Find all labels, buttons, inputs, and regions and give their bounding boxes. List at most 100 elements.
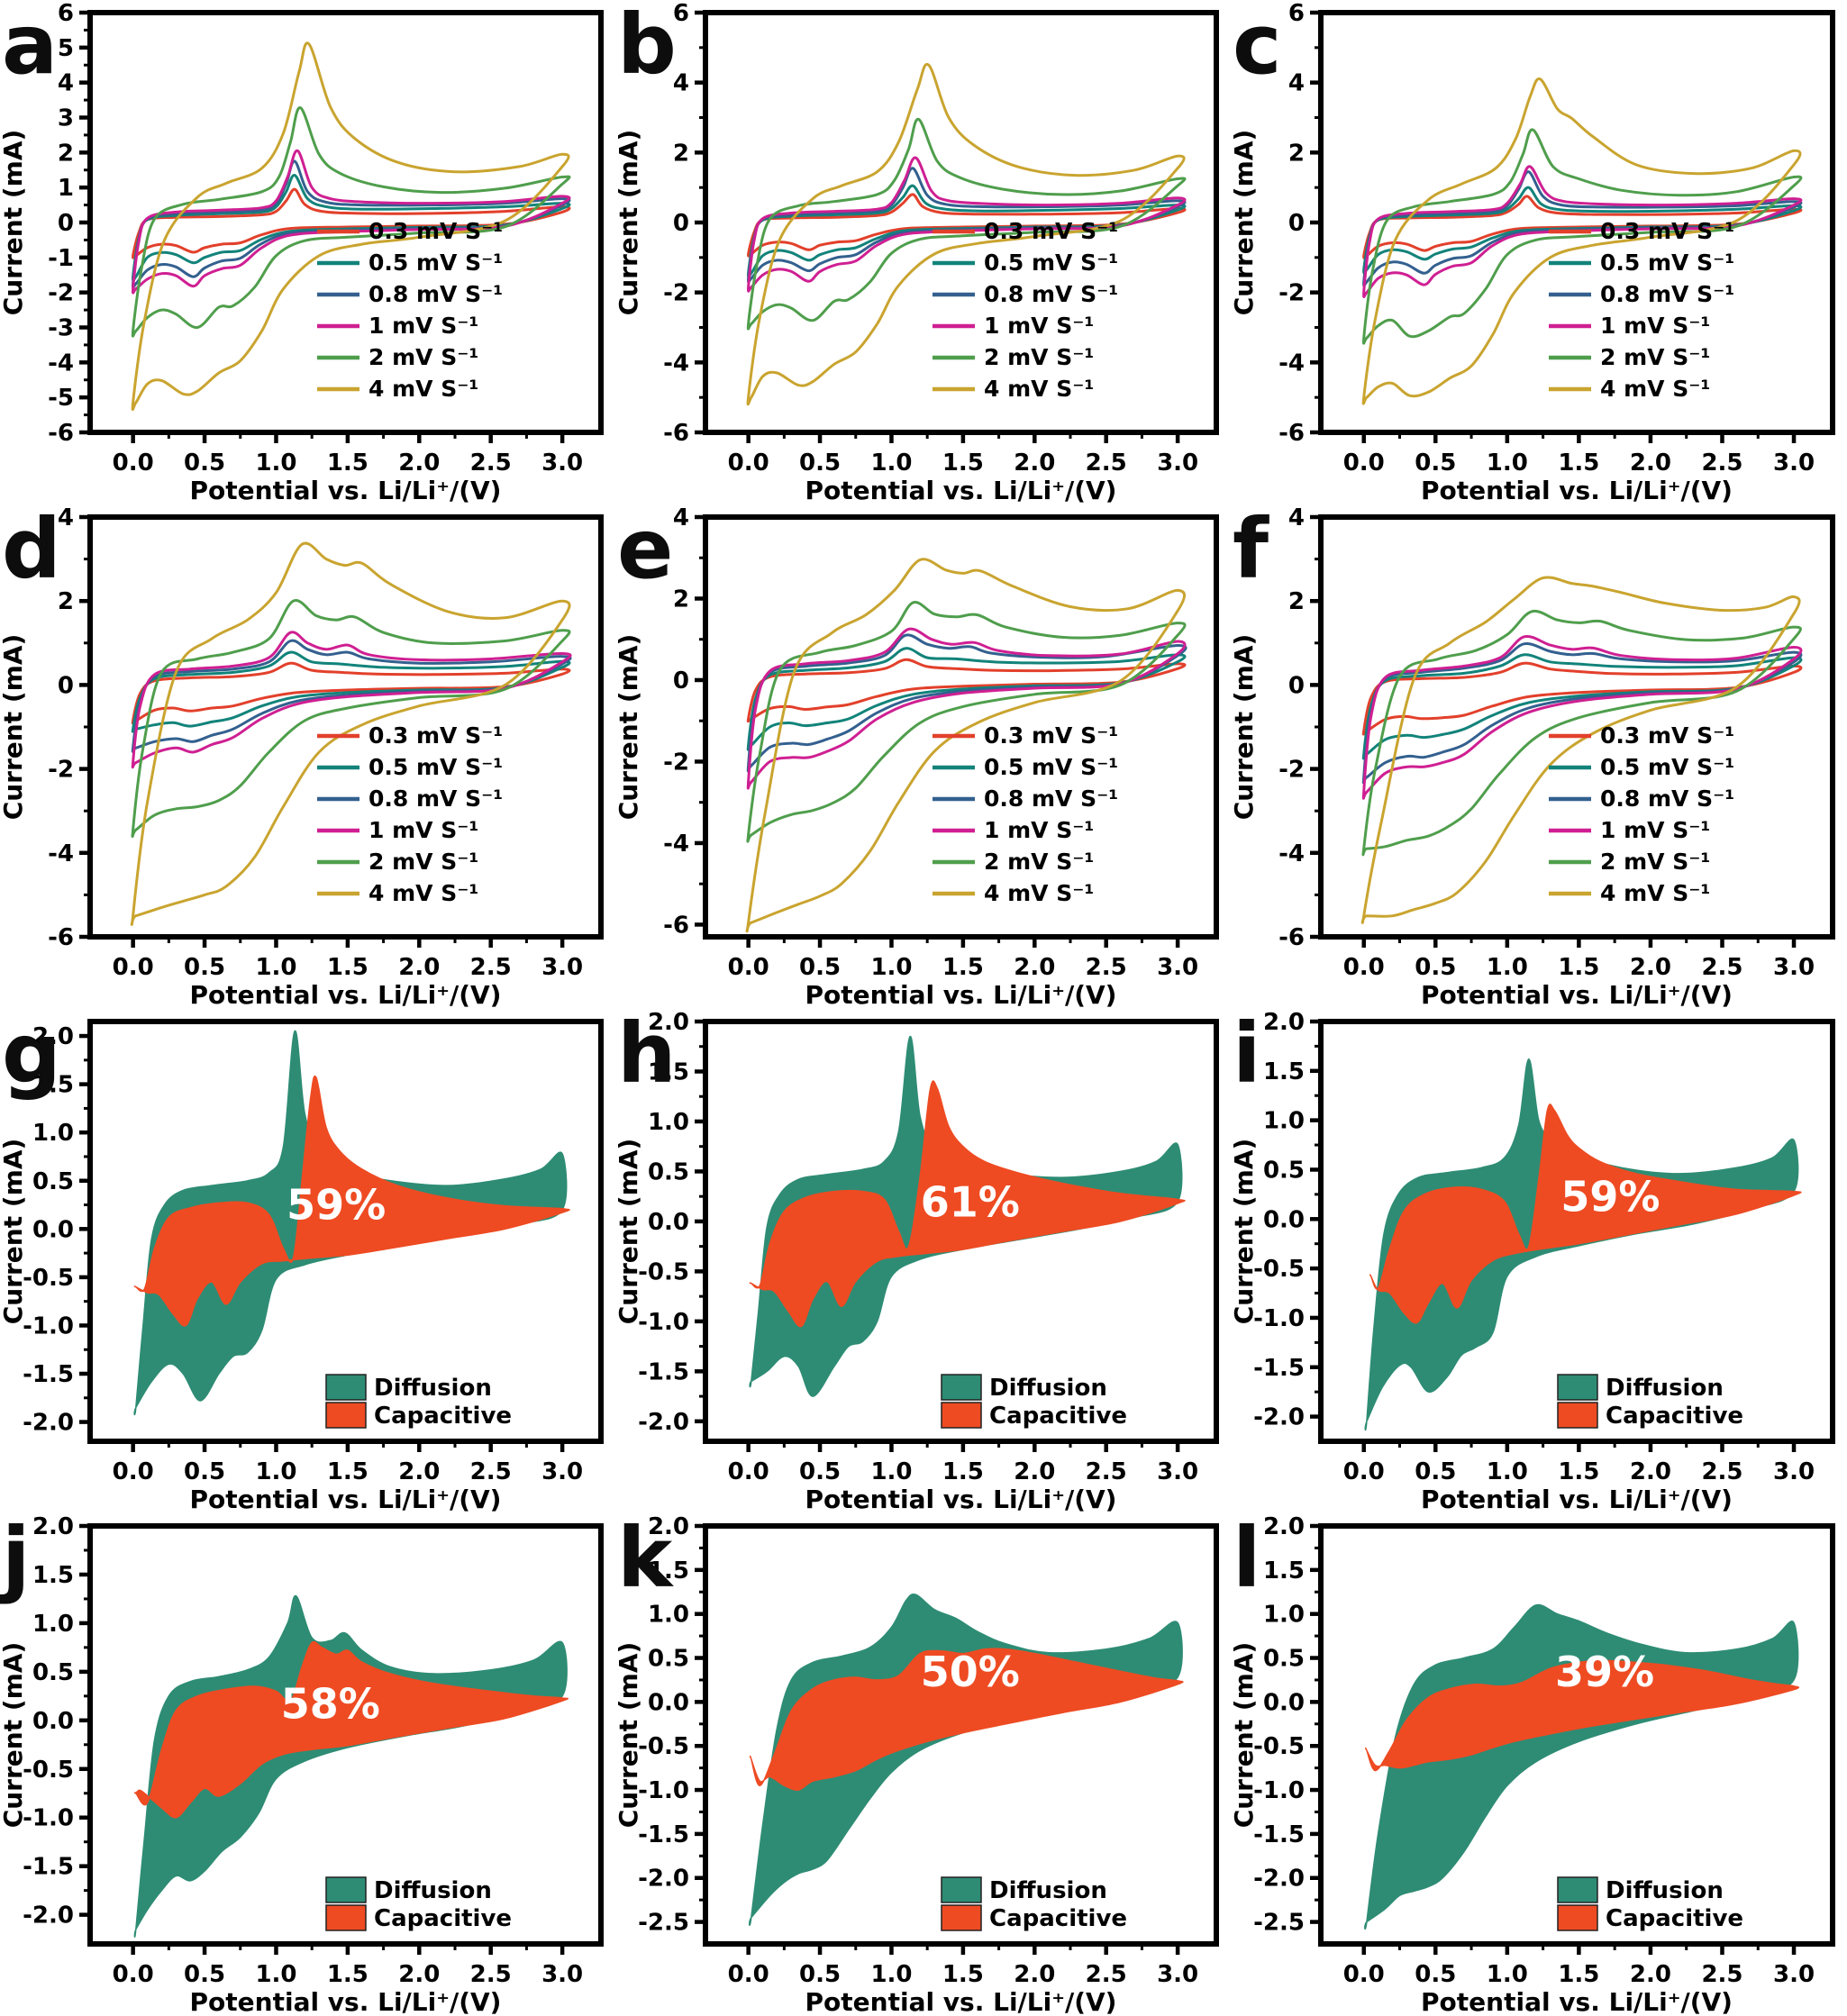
y-tick-label: -0.5 (23, 1265, 74, 1292)
cv-curve-1 mV S⁻¹ (746, 627, 1187, 790)
plot-area-b (746, 62, 1187, 406)
panel-letter-b: b (617, 0, 677, 93)
legend-swatch (325, 1374, 367, 1401)
y-tick-label: -2 (48, 757, 74, 784)
y-tick-label: -2.0 (638, 1409, 689, 1436)
x-tick-label: 2.5 (1701, 1458, 1742, 1485)
legend-label: 2 mV S⁻¹ (368, 344, 478, 370)
legend-label: 2 mV S⁻¹ (368, 849, 478, 875)
x-tick-label: 1.5 (1558, 450, 1599, 477)
x-tick-label: 0.0 (113, 1458, 154, 1485)
panel-g: 0.0 0.5 1.0 1.5 2.0 2.5 3.0 2.0 1.5 1.0 0.5 0.0 -0.5… (0, 1009, 615, 1513)
cv-curve-0.3 mV S⁻¹ (1361, 661, 1803, 736)
plot-d: 0.0 0.5 1.0 1.5 2.0 2.5 3.0 4 2 0 -2 -4 -6 Potential … (0, 504, 604, 1009)
panel-letter-i: i (1233, 1005, 1261, 1102)
y-tick-label: 1 (58, 175, 74, 202)
plot-area-c (1361, 77, 1803, 405)
plot-border (87, 514, 604, 940)
panel-letter-e: e (617, 501, 673, 597)
legend-swatch (325, 1402, 367, 1429)
panel-i: 0.0 0.5 1.0 1.5 2.0 2.5 3.0 2.0 1.5 1.0 0.5 0.0 -0.5… (1231, 1009, 1847, 1513)
y-tick-label: -1 (48, 245, 74, 272)
plot-border (1318, 1523, 1835, 1947)
percent-label: 58% (281, 1680, 380, 1729)
percent-label: 59% (1560, 1173, 1660, 1221)
panel-a: 0.0 0.5 1.0 1.5 2.0 2.5 3.0 6 5 4 3 2 1 0 -1 -2 -3 -4 -5 -6… (0, 0, 615, 504)
x-tick-label: 3.0 (1773, 1961, 1815, 1988)
x-tick-label: 2.0 (1014, 1961, 1055, 1988)
cv-curve-0.8 mV S⁻¹ (131, 639, 572, 753)
cv-curve-1 mV S⁻¹ (1362, 165, 1803, 298)
y-tick-label: -5 (48, 385, 74, 412)
legend-label: 2 mV S⁻¹ (984, 344, 1094, 370)
x-tick-label: 0.5 (799, 1961, 841, 1988)
cv-curve-0.3 mV S⁻¹ (1362, 195, 1803, 259)
tick-labels-e: 0.0 0.5 1.0 1.5 2.0 2.5 3.0 4 2 0 -2 -4 -6 (663, 504, 1198, 981)
plot-border (703, 10, 1219, 435)
y-tick-label: -2 (663, 749, 689, 776)
y-tick-label: 4 (1288, 504, 1305, 531)
y-tick-label: 0 (58, 672, 74, 699)
cv-curve-0.8 mV S⁻¹ (1362, 170, 1803, 287)
y-tick-label: 0.0 (1263, 1206, 1305, 1233)
y-tick-label: 0 (673, 210, 689, 237)
y-tick-label: 4 (673, 70, 689, 97)
legend-label: 0.8 mV S⁻¹ (1600, 281, 1734, 307)
legend-label: 1 mV S⁻¹ (984, 817, 1094, 843)
cv-curve-0.3 mV S⁻¹ (746, 658, 1187, 723)
plot-area-j (133, 1594, 569, 1939)
y-tick-label: -0.5 (638, 1733, 689, 1760)
legend-label: 0.8 mV S⁻¹ (368, 281, 503, 307)
panel-h: 0.0 0.5 1.0 1.5 2.0 2.5 3.0 2.0 1.5 1.0 0.5 0.0 -0.5… (615, 1009, 1231, 1513)
y-tick-label: 2.0 (32, 1513, 74, 1540)
legend-label: 1 mV S⁻¹ (368, 817, 478, 843)
legend-swatch (1557, 1374, 1598, 1401)
cv-curve-0.8 mV S⁻¹ (746, 633, 1187, 773)
legend-label: 0.8 mV S⁻¹ (368, 786, 503, 812)
panel-letter-h: h (617, 1005, 676, 1102)
y-tick-label: -2.0 (1253, 1404, 1305, 1431)
legend-label: Diffusion (1606, 1877, 1724, 1904)
legend-label: Capacitive (374, 1905, 512, 1932)
y-axis-title: Current (mA) (0, 1139, 28, 1325)
plot-g: 0.0 0.5 1.0 1.5 2.0 2.5 3.0 2.0 1.5 1.0 0.5 0.0 -0.5… (0, 1019, 604, 1513)
legend-label: 0.8 mV S⁻¹ (984, 281, 1118, 307)
legend-label: 2 mV S⁻¹ (1600, 849, 1710, 875)
y-axis-title: Current (mA) (0, 1642, 28, 1829)
x-tick-label: 1.5 (1558, 1961, 1599, 1988)
x-tick-label: 3.0 (1157, 1961, 1198, 1988)
y-tick-label: 1.0 (648, 1109, 689, 1136)
plot-border (1318, 1019, 1835, 1444)
x-axis-title: Potential vs. Li/Li⁺/(V) (805, 476, 1117, 504)
y-tick-label: -1.0 (1253, 1305, 1305, 1332)
y-tick-label: 1.5 (648, 1058, 689, 1085)
x-tick-label: 1.5 (942, 1458, 984, 1485)
x-tick-label: 0.0 (1343, 1458, 1385, 1485)
plot-area-h (749, 1035, 1186, 1397)
y-tick-label: -6 (663, 912, 689, 939)
cv-curve-1 mV S⁻¹ (746, 156, 1187, 293)
plot-c: 0.0 0.5 1.0 1.5 2.0 2.5 3.0 6 4 2 0 -2 -4 -6 Potential… (1231, 0, 1835, 504)
y-tick-label: -4 (1278, 840, 1305, 867)
y-tick-label: -2.5 (1253, 1910, 1305, 1937)
y-tick-label: 0.5 (648, 1646, 689, 1673)
cv-curve-0.5 mV S⁻¹ (131, 650, 571, 733)
legend-c: 0.3 mV S⁻¹ 0.5 mV S⁻¹ 0.8 mV S⁻¹ 1 mV S⁻¹ 2 … (1549, 218, 1734, 402)
legend-label: Capacitive (1606, 1905, 1743, 1932)
y-tick-label: 0 (1288, 210, 1305, 237)
y-tick-label: -1.5 (23, 1854, 74, 1881)
y-tick-label: 0 (1288, 672, 1305, 699)
y-tick-label: -1.0 (23, 1805, 74, 1832)
y-tick-label: 1.0 (1263, 1108, 1305, 1135)
x-tick-label: 1.0 (255, 1961, 296, 1988)
x-tick-label: 2.0 (1630, 450, 1671, 477)
x-tick-label: 2.5 (1701, 450, 1742, 477)
x-tick-label: 0.5 (184, 1961, 225, 1988)
legend-swatch (325, 1904, 367, 1931)
y-tick-label: 0.0 (648, 1689, 689, 1716)
y-tick-label: -2 (1278, 757, 1305, 784)
y-axis-title: Current (mA) (0, 130, 28, 316)
x-tick-label: 0.5 (1415, 1961, 1456, 1988)
x-tick-label: 1.0 (255, 1458, 296, 1485)
